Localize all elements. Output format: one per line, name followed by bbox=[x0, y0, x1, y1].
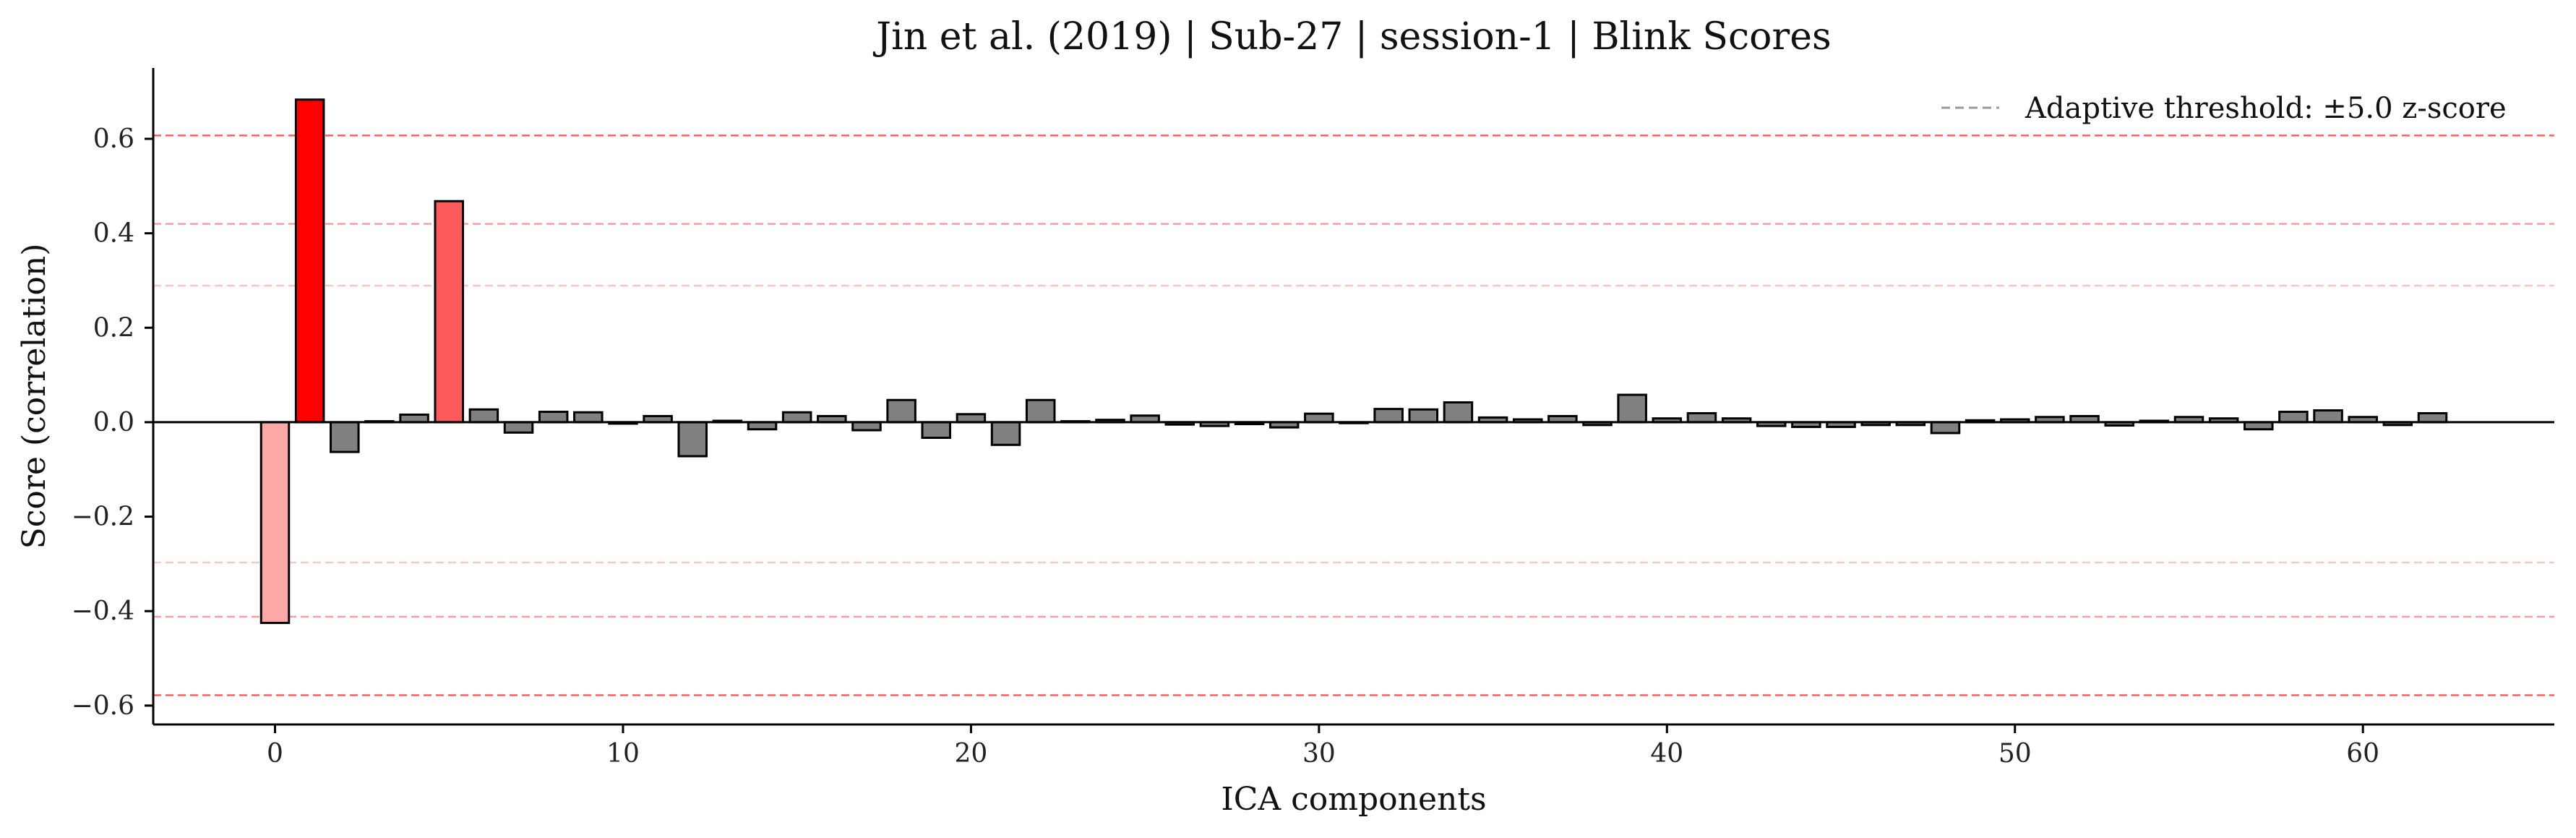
bar bbox=[330, 421, 360, 453]
axes bbox=[152, 68, 2554, 726]
bar bbox=[677, 421, 708, 458]
bar bbox=[781, 411, 812, 424]
bars bbox=[259, 98, 2448, 625]
y-tick-label: −0.6 bbox=[72, 691, 134, 721]
bar bbox=[2278, 411, 2309, 424]
bar bbox=[434, 200, 464, 424]
bar bbox=[990, 421, 1021, 446]
y-tick-label: 0.6 bbox=[93, 124, 134, 154]
y-tick-label: −0.2 bbox=[72, 503, 134, 532]
bar bbox=[1025, 398, 1056, 424]
y-ticks: −0.6 −0.4 −0.2 0.0 0.2 0.4 0.6 bbox=[72, 124, 153, 721]
bar bbox=[1617, 393, 1647, 424]
threshold-lines bbox=[153, 134, 2554, 696]
bar bbox=[2313, 409, 2343, 424]
x-tick-label: 50 bbox=[1998, 739, 2032, 769]
y-tick-label: 0.0 bbox=[93, 408, 134, 437]
bar bbox=[886, 398, 916, 424]
bar bbox=[1408, 408, 1439, 424]
y-tick-label: 0.4 bbox=[93, 219, 134, 249]
bar bbox=[259, 421, 291, 625]
bar bbox=[1930, 421, 1961, 435]
x-tick-label: 20 bbox=[954, 739, 987, 769]
bar bbox=[503, 421, 534, 434]
x-tick-label: 30 bbox=[1302, 739, 1336, 769]
chart-title: Jin et al. (2019) | Sub-27 | session-1 |… bbox=[872, 15, 1831, 59]
bar bbox=[294, 98, 325, 424]
bar bbox=[1304, 412, 1334, 424]
bar bbox=[851, 421, 882, 432]
x-tick-label: 40 bbox=[1650, 739, 1683, 769]
bar bbox=[468, 408, 499, 424]
bar bbox=[399, 413, 429, 424]
legend: Adaptive threshold: ±5.0 z-score bbox=[1941, 92, 2507, 125]
legend-entry: Adaptive threshold: ±5.0 z-score bbox=[2025, 92, 2507, 125]
bar bbox=[921, 421, 952, 439]
bar bbox=[538, 411, 569, 424]
y-tick-label: −0.4 bbox=[72, 597, 134, 626]
bar bbox=[1686, 412, 1717, 424]
y-axis-label: Score (correlation) bbox=[16, 244, 53, 550]
bar bbox=[573, 411, 604, 424]
x-tick-label: 60 bbox=[2346, 739, 2379, 769]
bar bbox=[1443, 401, 1474, 424]
x-ticks: 0 10 20 30 40 50 60 bbox=[267, 724, 2379, 769]
x-tick-label: 0 bbox=[267, 739, 283, 769]
x-axis-label: ICA components bbox=[1221, 781, 1486, 818]
x-tick-label: 10 bbox=[606, 739, 640, 769]
bar bbox=[956, 413, 987, 424]
bar bbox=[1373, 408, 1404, 424]
bar bbox=[2417, 412, 2448, 424]
y-tick-label: 0.2 bbox=[93, 313, 134, 343]
